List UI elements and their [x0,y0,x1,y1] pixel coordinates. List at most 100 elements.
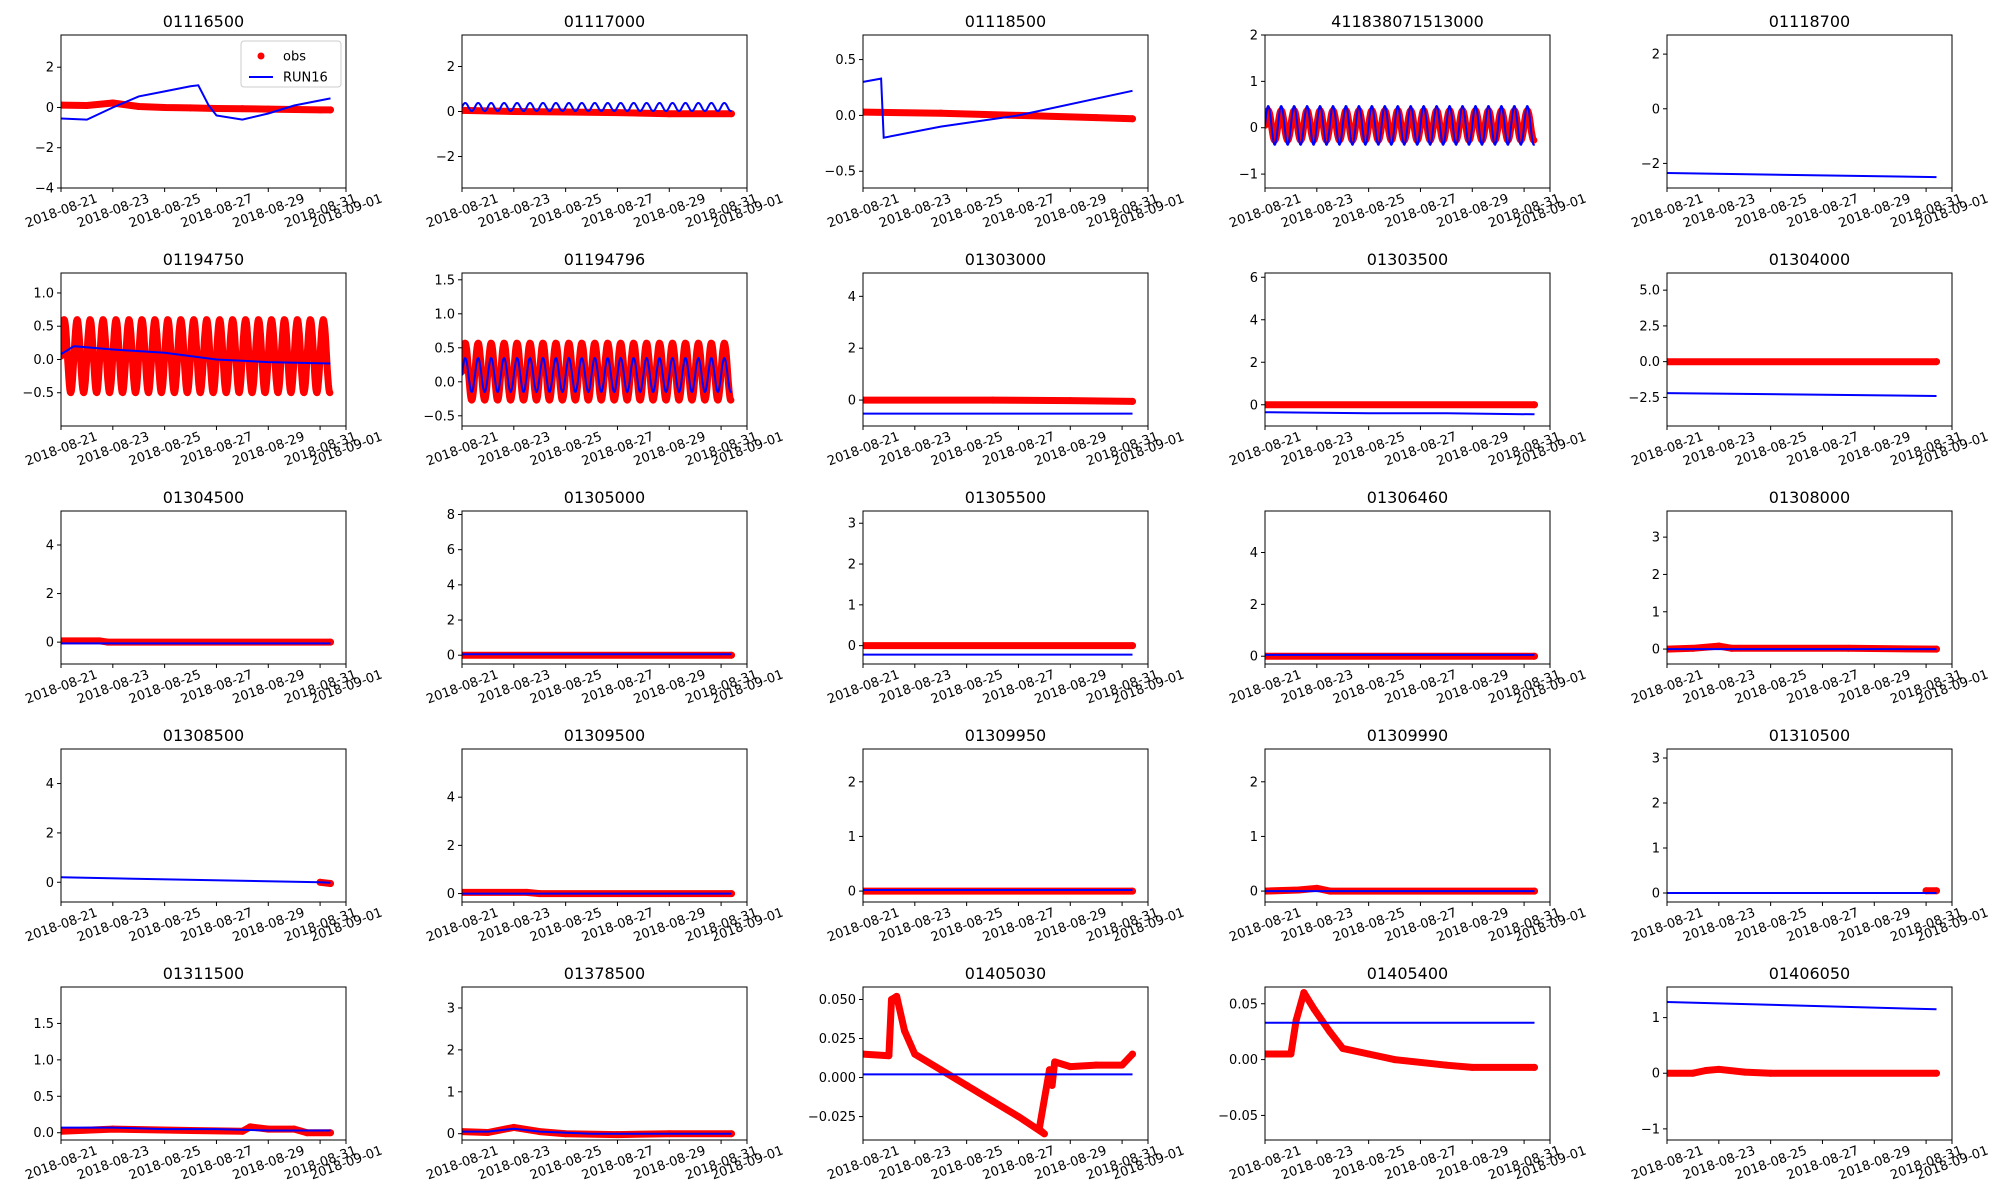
subplot-01304500: 013045000242018-08-212018-08-232018-08-2… [23,488,384,707]
subplot-01305500: 0130550001232018-08-212018-08-232018-08-… [825,488,1186,707]
y-tick-label: 3 [848,517,856,532]
y-tick-label: 4 [46,777,54,792]
axes-frame [1264,34,1551,189]
subplot-01118500: 01118500−0.50.00.52018-08-212018-08-2320… [824,12,1186,231]
plot-area [1667,172,1937,179]
axes-frame [60,272,347,427]
y-tick-label: 0.5 [434,341,455,356]
legend-box [240,40,342,88]
subplot-01311500: 013115000.00.51.01.52018-08-212018-08-23… [23,964,384,1183]
subplot-title: 01309950 [965,726,1046,745]
plot-area [462,888,735,898]
obs-point [885,1052,893,1060]
obs-point [1128,397,1136,405]
subplot-01304000: 01304000−2.50.02.55.02018-08-212018-08-2… [1628,250,1990,469]
obs-point [1468,1063,1476,1071]
y-tick-label: 0 [447,887,455,902]
obs-point [61,1127,65,1135]
subplot-title: 01311500 [163,964,244,983]
y-tick-label: 2 [1652,48,1660,63]
plot-area [863,887,1136,895]
obs-point [665,110,673,118]
y-tick-label: −2 [436,150,455,165]
subplot-title: 01194750 [163,250,244,269]
y-tick-label: 0.00 [1229,1053,1258,1068]
obs-point [290,105,298,113]
obs-point [264,1125,272,1133]
y-tick-label: −0.025 [808,1110,856,1125]
obs-point [1066,397,1074,405]
obs-point [1295,886,1303,894]
obs-point [187,1127,195,1135]
y-tick-label: 0.000 [819,1071,856,1086]
subplot-01306460: 013064600242018-08-212018-08-232018-08-2… [1227,488,1588,707]
axes-frame [862,748,1149,903]
y-tick-label: 0 [1250,121,1258,136]
y-tick-label: 1 [1250,830,1258,845]
subplot-title: 01305000 [564,488,645,507]
obs-point [1128,1050,1136,1058]
y-tick-label: 1.0 [33,1053,54,1068]
y-tick-label: 0.0 [1639,355,1660,370]
y-tick-label: 0.0 [434,375,455,390]
plot-area [61,84,334,121]
y-tick-label: 0.0 [33,1126,54,1141]
plot-area [1667,642,1940,653]
subplot-411838071513000: 411838071513000−10122018-08-212018-08-23… [1227,12,1588,231]
subplot-01406050: 01406050−1012018-08-212018-08-232018-08-… [1629,964,1990,1183]
plot-area [462,102,735,118]
obs-point [1048,1081,1056,1089]
obs-point [1287,1050,1295,1058]
y-tick-label: 0.5 [33,1090,54,1105]
y-tick-label: 0 [46,101,54,116]
series-RUN16-curve [462,102,732,112]
y-tick-label: 0 [1652,643,1660,658]
obs-point [1128,887,1136,895]
y-tick-label: 1.0 [434,307,455,322]
obs-point [1689,1069,1697,1077]
subplot-title: 01303000 [965,250,1046,269]
obs-point [246,1123,254,1131]
obs-point [238,105,246,113]
obs-point [290,1125,298,1133]
y-tick-label: 2 [1250,29,1258,44]
series-run16-line [1265,411,1535,416]
y-tick-label: 8 [447,508,455,523]
axes-frame [60,34,347,189]
y-tick-label: 2 [447,614,455,629]
y-tick-label: 2 [1250,598,1258,613]
subplot-01305000: 01305000024682018-08-212018-08-232018-08… [424,488,785,707]
obs-point [1300,989,1308,997]
plot-area [863,77,1136,139]
plot-area [1265,652,1538,660]
y-tick-label: 1 [1652,605,1660,620]
plot-area [1265,105,1538,146]
series-obs-trace [462,106,735,118]
y-tick-label: 2 [848,558,856,573]
obs-point [1265,1050,1269,1058]
obs-point [523,888,531,896]
obs-point [863,1050,867,1058]
y-tick-label: −1 [1641,1122,1660,1137]
y-tick-label: 2 [1652,797,1660,812]
subplot-title: 01306460 [1367,488,1448,507]
y-tick-label: 3 [1652,752,1660,767]
subplot-title: 01303500 [1367,250,1448,269]
legend: obs RUN16 [240,40,342,88]
obs-point [911,1050,919,1058]
y-tick-label: 0 [848,885,856,900]
y-tick-label: 2 [1652,568,1660,583]
subplot-title: 01309990 [1367,726,1448,745]
y-tick-label: −2 [1641,157,1660,172]
subplot-01309950: 013099500122018-08-212018-08-232018-08-2… [825,726,1186,945]
legend-label-obs: obs [283,50,306,65]
obs-point [1715,1065,1723,1073]
axes-frame [862,34,1149,189]
obs-point [900,1027,908,1035]
y-tick-label: 0 [848,394,856,409]
obs-point [989,1097,997,1105]
obs-point [1932,1069,1940,1077]
obs-point [1092,1061,1100,1069]
y-tick-label: 0.050 [819,993,856,1008]
obs-point [989,396,997,404]
